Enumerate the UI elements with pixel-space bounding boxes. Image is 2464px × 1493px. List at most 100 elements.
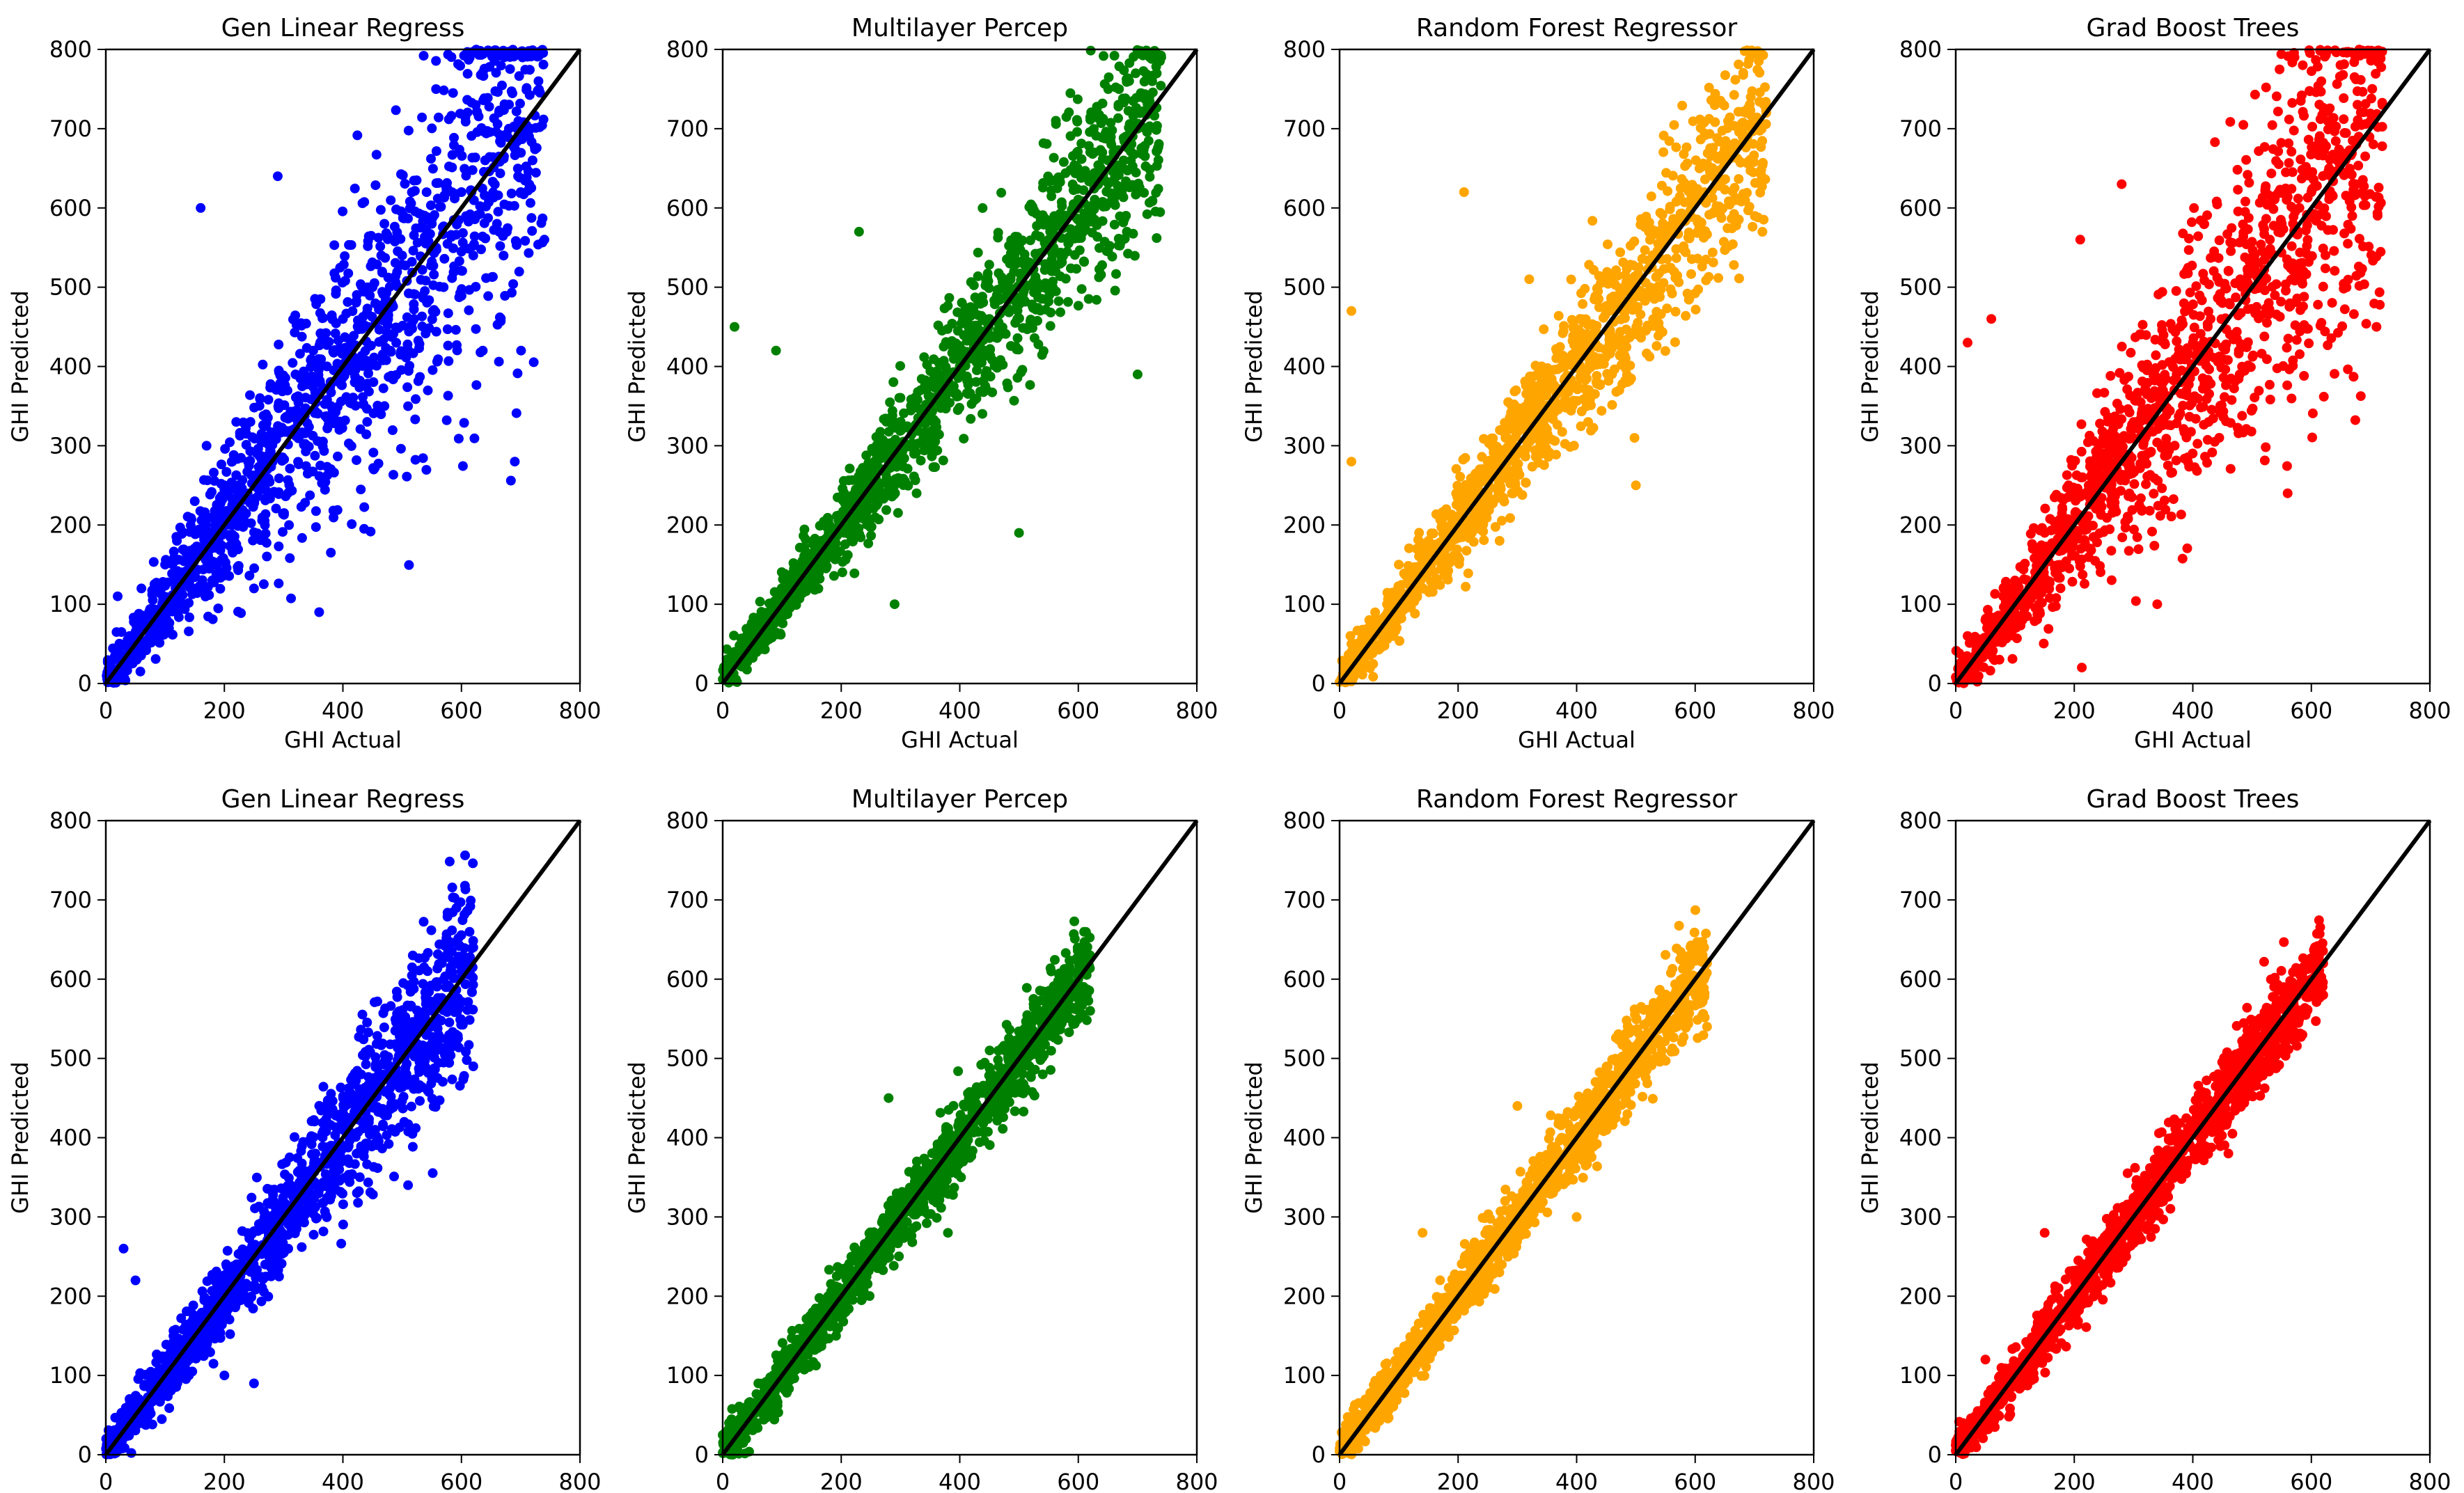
point <box>1539 324 1549 334</box>
point <box>400 179 410 189</box>
point <box>398 170 408 180</box>
point <box>2147 526 2157 537</box>
point <box>2250 89 2260 100</box>
point <box>748 613 759 623</box>
point <box>472 127 482 137</box>
point <box>1572 396 1583 406</box>
x-tick-label: 600 <box>1057 697 1099 724</box>
point <box>1009 395 1019 406</box>
point <box>255 393 265 403</box>
point <box>379 219 390 229</box>
point <box>410 290 421 299</box>
point <box>1121 176 1131 187</box>
point <box>2320 263 2330 274</box>
point <box>315 361 326 372</box>
point <box>462 107 473 118</box>
subplot-4: 0 200 400 600 8000100200300400500600700800Gr… <box>1857 14 2451 753</box>
point <box>408 246 418 256</box>
point <box>1131 189 1141 200</box>
point <box>493 190 503 200</box>
point <box>447 273 457 283</box>
x-tick-label: 0 <box>1333 697 1347 724</box>
point <box>347 306 358 316</box>
point <box>2206 404 2217 415</box>
point <box>780 569 790 579</box>
point <box>2204 279 2214 290</box>
point <box>256 429 267 439</box>
point <box>837 567 847 578</box>
point <box>1651 341 1662 351</box>
point <box>531 168 541 178</box>
point <box>1133 178 1144 189</box>
point <box>971 357 982 368</box>
point <box>455 109 465 119</box>
point <box>1156 52 1166 63</box>
point <box>1368 672 1379 682</box>
point <box>1049 223 1060 233</box>
point <box>899 408 909 418</box>
point <box>1581 384 1592 395</box>
point <box>1594 271 1604 281</box>
x-tick-label: 0 <box>99 697 113 724</box>
point <box>284 520 295 530</box>
point <box>387 425 398 435</box>
point <box>302 441 313 451</box>
point <box>378 334 389 345</box>
point <box>1045 321 1056 331</box>
point <box>1660 346 1670 356</box>
point <box>1654 268 1664 278</box>
point <box>1012 372 1023 383</box>
point <box>1724 196 1734 207</box>
point <box>395 443 406 454</box>
point <box>237 483 247 493</box>
point <box>441 415 452 425</box>
point <box>1680 161 1690 171</box>
point <box>1108 196 1119 207</box>
point <box>1661 168 1672 178</box>
point <box>993 232 1003 243</box>
point <box>221 467 232 477</box>
point <box>431 146 441 157</box>
point <box>1750 211 1760 221</box>
point <box>1500 433 1511 443</box>
point <box>487 271 498 282</box>
x-tick-label: 400 <box>322 697 364 724</box>
point <box>1097 260 1107 270</box>
point <box>895 361 905 371</box>
point <box>350 377 360 388</box>
point <box>427 365 438 375</box>
point <box>172 536 182 546</box>
point <box>425 200 436 210</box>
point <box>1578 299 1588 309</box>
point <box>1596 406 1607 416</box>
point <box>431 84 441 94</box>
point <box>448 243 458 253</box>
point <box>1076 284 1087 294</box>
point <box>418 216 428 226</box>
point <box>207 556 218 567</box>
point <box>135 666 146 677</box>
point <box>978 376 989 386</box>
point <box>378 383 389 393</box>
point <box>484 102 494 112</box>
point <box>1154 139 1164 149</box>
point <box>505 64 515 74</box>
point <box>2149 489 2159 499</box>
point <box>423 385 433 395</box>
point <box>431 56 441 66</box>
point <box>1590 322 1599 332</box>
point <box>315 377 325 388</box>
point <box>984 260 994 270</box>
point <box>1110 285 1120 296</box>
point <box>1434 579 1445 590</box>
point <box>1745 155 1755 165</box>
point <box>879 414 889 425</box>
point <box>464 305 474 315</box>
point <box>1085 112 1095 123</box>
point <box>888 377 899 387</box>
point <box>456 187 466 197</box>
point <box>1621 363 1631 374</box>
x-tick-label: 600 <box>1674 697 1716 724</box>
subplot-3: 0 200 400 600 8000100200300400500600700800Ra… <box>1241 14 1835 753</box>
point <box>336 379 347 390</box>
